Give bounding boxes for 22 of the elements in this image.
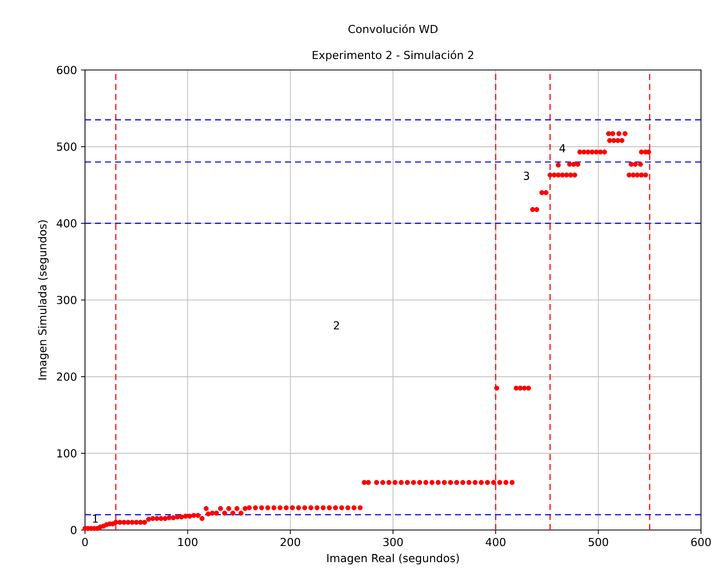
y-tick-label: 400	[56, 219, 76, 228]
x-tick-label: 100	[178, 538, 198, 546]
x-tick-label: 600	[691, 538, 711, 546]
y-tick-label: 500	[56, 142, 76, 151]
annotation: 1	[92, 514, 98, 523]
chart-subtitle: Experimento 2 - Simulación 2	[312, 50, 474, 62]
y-tick-label: 0	[70, 526, 76, 534]
annotation: 3	[524, 172, 530, 180]
y-tick-label: 300	[56, 296, 76, 304]
chart-title: Convolución WD	[348, 24, 438, 34]
y-tick-label: 200	[56, 372, 76, 381]
x-axis-title: Imagen Real (segundos)	[327, 554, 459, 564]
x-tick-label: 0	[82, 538, 88, 546]
annotation: 2	[334, 321, 339, 330]
y-tick-label: 100	[57, 449, 76, 458]
annotation: 4	[559, 144, 566, 152]
x-tick-label: 400	[486, 538, 506, 546]
x-tick-label: 200	[280, 538, 300, 546]
y-axis-title: Imagen Simulada (segundos)	[38, 220, 49, 380]
y-tick-label: 600	[56, 66, 76, 74]
x-tick-label: 300	[383, 538, 403, 546]
x-tick-label: 500	[588, 538, 608, 546]
